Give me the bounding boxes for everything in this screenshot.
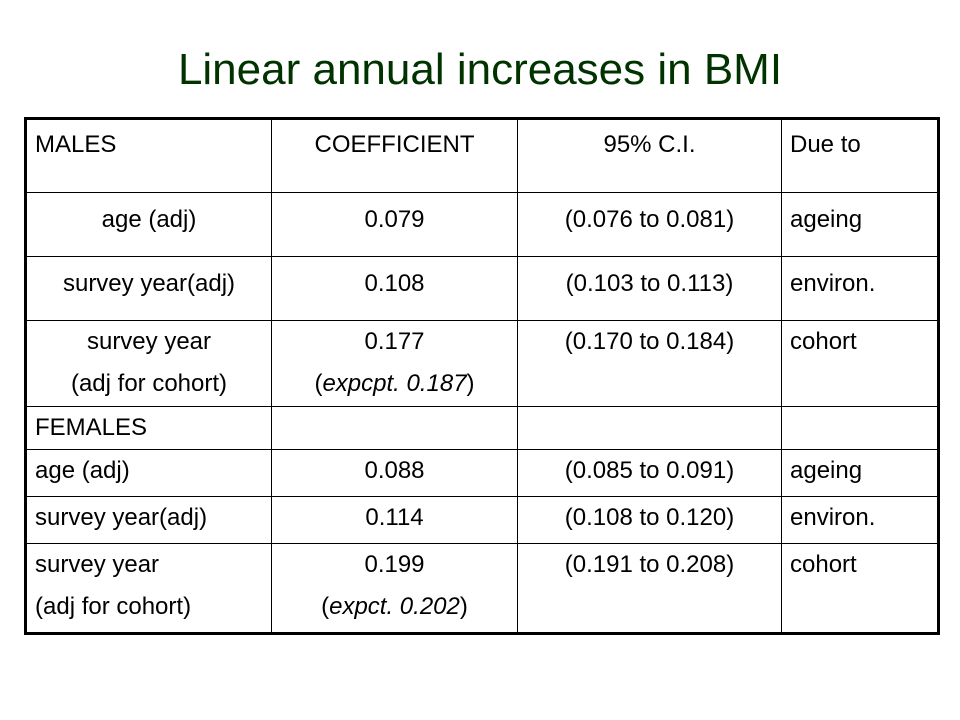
row-label: survey year (adj for cohort) <box>25 543 272 634</box>
row-coefficient: 0.079 <box>271 192 518 257</box>
row-ci: (0.170 to 0.184) <box>517 320 782 407</box>
row-due-to: environ. <box>781 256 939 321</box>
expected-text: expcpt. 0.187 <box>322 370 467 397</box>
row-due-to: cohort <box>781 543 939 634</box>
row-label-line2: (adj for cohort) <box>70 370 228 397</box>
paren-open: ( <box>314 370 323 397</box>
empty-cell <box>271 406 518 450</box>
row-label-line1: survey year <box>35 551 160 578</box>
row-due-to: ageing <box>781 449 939 497</box>
paren-close: ) <box>466 370 475 397</box>
row-label: survey year (adj for cohort) <box>25 320 272 407</box>
females-label: FEMALES <box>25 406 272 450</box>
row-coefficient: 0.108 <box>271 256 518 321</box>
row-coefficient: 0.114 <box>271 496 518 544</box>
row-label: age (adj) <box>25 192 272 257</box>
row-coefficient: 0.177 (expcpt. 0.187) <box>271 320 518 407</box>
header-due-to: Due to <box>781 118 939 193</box>
table-row: survey year (adj for cohort) 0.199 (expc… <box>25 543 939 634</box>
bmi-table: MALES COEFFICIENT 95% C.I. Due to age (a… <box>24 117 940 635</box>
table-row: age (adj) 0.079 (0.076 to 0.081) ageing <box>25 192 939 257</box>
row-label-line2: (adj for cohort) <box>35 593 192 620</box>
row-label: survey year(adj) <box>25 496 272 544</box>
empty-cell <box>781 406 939 450</box>
table-row: age (adj) 0.088 (0.085 to 0.091) ageing <box>25 449 939 497</box>
expected-value: (expct. 0.202) <box>280 586 509 628</box>
table-row: survey year(adj) 0.108 (0.103 to 0.113) … <box>25 256 939 321</box>
header-ci: 95% C.I. <box>517 118 782 193</box>
row-label-line1: survey year <box>86 328 212 355</box>
row-label: age (adj) <box>25 449 272 497</box>
expected-value: (expcpt. 0.187) <box>280 363 509 405</box>
table-row: survey year(adj) 0.114 (0.108 to 0.120) … <box>25 496 939 544</box>
header-coefficient: COEFFICIENT <box>271 118 518 193</box>
row-ci: (0.108 to 0.120) <box>517 496 782 544</box>
row-coefficient: 0.088 <box>271 449 518 497</box>
page-title: Linear annual increases in BMI <box>177 45 783 94</box>
table-row: survey year (adj for cohort) 0.177 (expc… <box>25 320 939 407</box>
paren-open: ( <box>321 593 330 620</box>
row-ci: (0.076 to 0.081) <box>517 192 782 257</box>
header-males: MALES <box>25 118 272 193</box>
coefficient-value: 0.199 <box>364 551 425 578</box>
row-coefficient: 0.199 (expct. 0.202) <box>271 543 518 634</box>
row-due-to: cohort <box>781 320 939 407</box>
row-ci: (0.085 to 0.091) <box>517 449 782 497</box>
expected-text: expct. 0.202 <box>329 593 460 620</box>
section-row-females: FEMALES <box>25 406 939 450</box>
row-ci: (0.103 to 0.113) <box>517 256 782 321</box>
paren-close: ) <box>459 593 468 620</box>
table-header-row: MALES COEFFICIENT 95% C.I. Due to <box>25 118 939 193</box>
row-due-to: ageing <box>781 192 939 257</box>
row-label: survey year(adj) <box>25 256 272 321</box>
coefficient-value: 0.177 <box>364 328 425 355</box>
empty-cell <box>517 406 782 450</box>
row-due-to: environ. <box>781 496 939 544</box>
row-ci: (0.191 to 0.208) <box>517 543 782 634</box>
